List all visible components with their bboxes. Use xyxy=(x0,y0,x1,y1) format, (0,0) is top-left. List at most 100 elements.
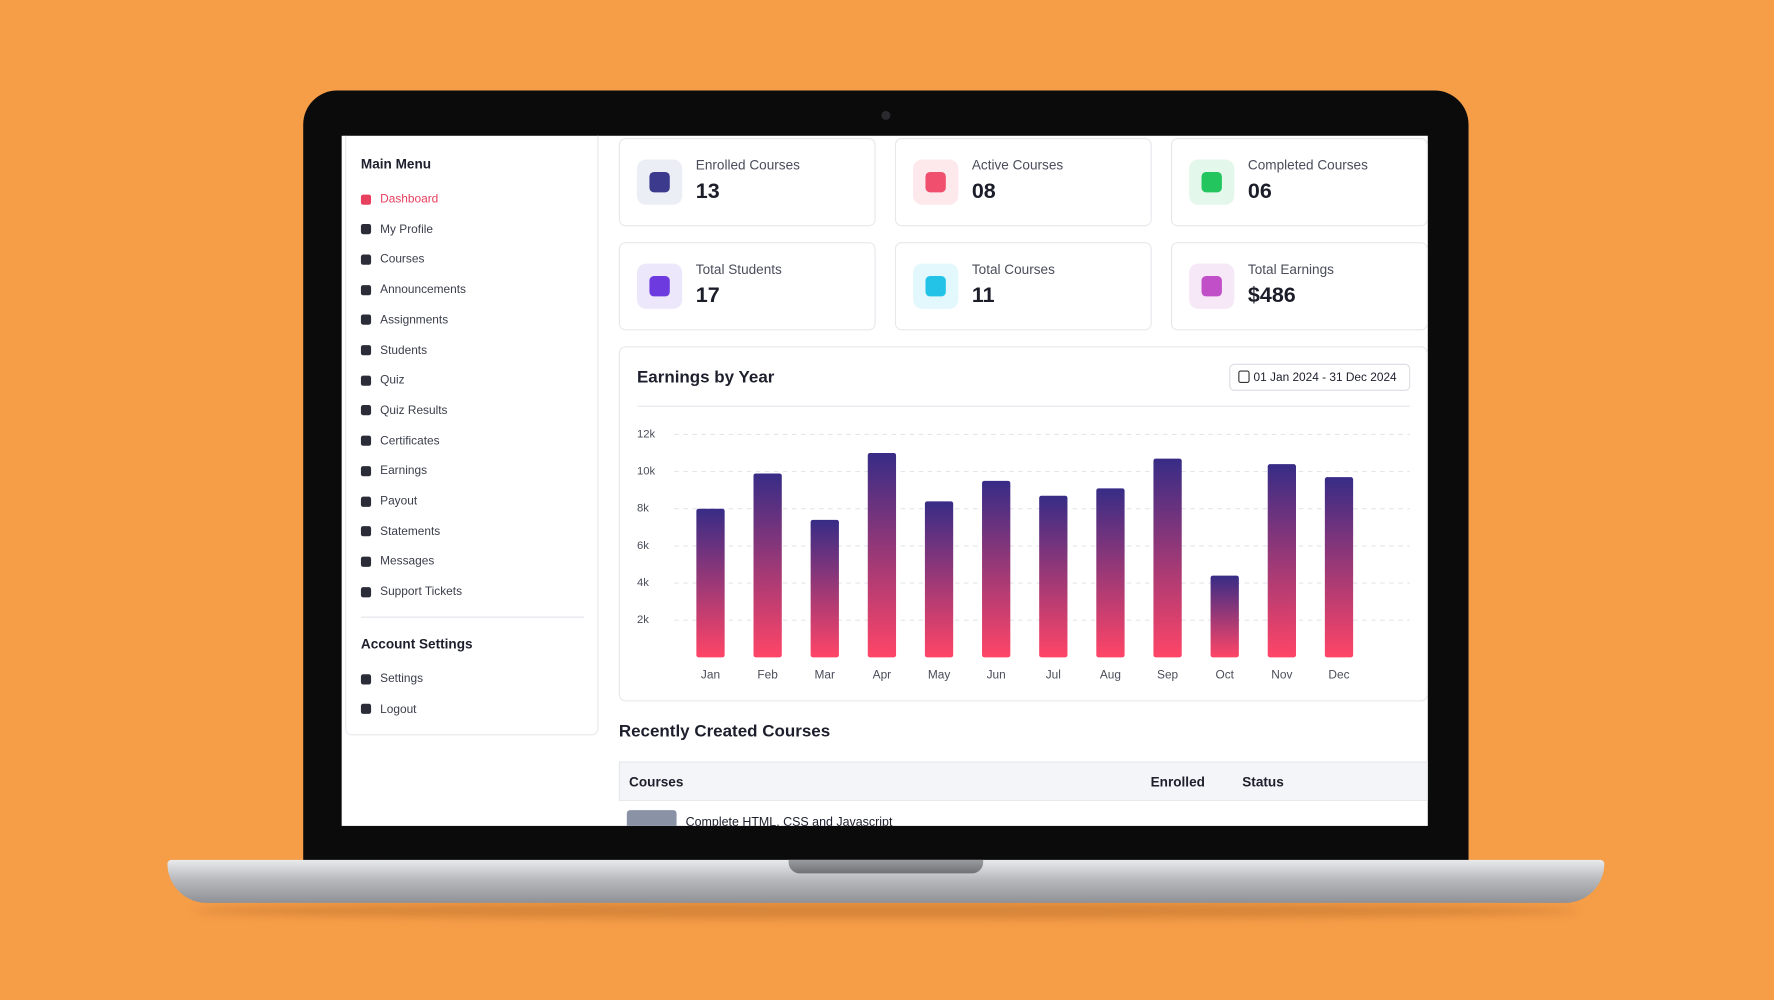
menu-item[interactable]: Dashboard xyxy=(360,190,439,208)
menu-label: Dashboard xyxy=(380,192,439,206)
stat-card: Enrolled Courses 13 xyxy=(618,138,876,227)
menu-icon xyxy=(360,375,372,386)
stat-value: 11 xyxy=(971,283,995,308)
table-header: Courses Enrolled Status xyxy=(618,761,1428,802)
menu-icon xyxy=(360,224,372,235)
menu-icon xyxy=(360,194,372,205)
menu-title: Account Settings xyxy=(360,635,473,652)
menu-label: Logout xyxy=(380,702,417,716)
menu-item[interactable]: Settings xyxy=(360,670,424,688)
menu-item[interactable]: Logout xyxy=(360,700,417,718)
menu-icon xyxy=(360,284,372,295)
chart-title: Earnings by Year xyxy=(637,367,775,386)
menu-item[interactable]: Students xyxy=(360,341,428,359)
x-tick-label: Mar xyxy=(815,668,835,682)
menu-icon xyxy=(360,673,372,684)
bar xyxy=(1039,495,1068,658)
stat-card: Total Courses 11 xyxy=(894,242,1152,331)
bar xyxy=(1324,477,1354,658)
table-row[interactable]: Complete HTML, CSS and Javascript xyxy=(626,810,892,826)
menu-icon xyxy=(360,556,372,567)
bar xyxy=(982,480,1011,658)
x-tick-label: Feb xyxy=(757,668,778,682)
stat-label: Total Earnings xyxy=(1247,261,1334,278)
menu-item[interactable]: My Profile xyxy=(360,220,433,238)
column-header: Courses xyxy=(629,773,684,790)
menu-item[interactable]: Statements xyxy=(360,522,441,540)
stat-label: Total Courses xyxy=(971,261,1055,278)
menu-label: Students xyxy=(380,343,428,357)
date-range-button[interactable] xyxy=(1229,363,1411,391)
stat-icon xyxy=(913,159,959,205)
x-tick-label: Jan xyxy=(701,668,720,682)
laptop-notch xyxy=(788,859,984,874)
menu-item[interactable]: Courses xyxy=(360,250,425,268)
column-header: Enrolled xyxy=(1150,773,1205,790)
course-thumbnail xyxy=(626,810,677,826)
stat-icon xyxy=(913,263,959,309)
bar xyxy=(924,501,954,658)
chart-card: Earnings by Year 01 Jan 2024 - 31 Dec 20… xyxy=(618,346,1428,702)
x-tick-label: Aug xyxy=(1100,668,1121,682)
menu-label: Support Tickets xyxy=(380,585,463,599)
menu-label: Payout xyxy=(380,494,418,508)
bar xyxy=(1267,464,1296,658)
menu-item[interactable]: Messages xyxy=(360,553,434,571)
stat-label: Enrolled Courses xyxy=(695,157,800,174)
menu-item[interactable]: Certificates xyxy=(360,432,440,450)
bar xyxy=(1210,575,1239,658)
menu-icon xyxy=(360,465,372,477)
menu-item[interactable]: Assignments xyxy=(360,311,449,329)
stat-value: $486 xyxy=(1247,283,1296,308)
menu-icon xyxy=(360,586,372,597)
bar xyxy=(1096,488,1125,658)
stat-label: Active Courses xyxy=(971,157,1064,174)
menu-label: Courses xyxy=(380,252,425,267)
date-range: 01 Jan 2024 - 31 Dec 2024 xyxy=(1254,370,1397,384)
stat-icon xyxy=(636,159,683,205)
menu-item[interactable]: Payout xyxy=(360,492,418,510)
menu-icon xyxy=(360,314,372,326)
y-tick-label: 10k xyxy=(637,466,656,478)
menu-item[interactable]: Quiz xyxy=(360,371,405,389)
x-tick-label: Nov xyxy=(1271,668,1292,682)
sidebar: Main Menu Dashboard My Profile Courses Anno… xyxy=(345,135,599,736)
menu-title: Main Menu xyxy=(360,156,432,172)
menu-label: Assignments xyxy=(380,313,449,327)
column-header: Status xyxy=(1242,773,1284,790)
stat-icon xyxy=(1189,159,1235,205)
bar xyxy=(696,508,725,658)
stat-card: Completed Courses 06 xyxy=(1170,138,1428,227)
menu-icon xyxy=(360,526,372,537)
x-tick-label: Sep xyxy=(1157,668,1179,682)
stat-icon xyxy=(1189,263,1235,309)
calendar-icon xyxy=(1238,370,1250,383)
divider xyxy=(360,616,584,618)
menu-icon xyxy=(360,345,372,356)
menu-label: Settings xyxy=(380,672,424,686)
stat-card: Total Earnings $486 xyxy=(1170,242,1428,331)
menu-label: Earnings xyxy=(380,464,428,478)
bar xyxy=(753,473,782,658)
menu-label: Quiz xyxy=(380,373,405,388)
section-title: Recently Created Courses xyxy=(618,721,831,742)
x-tick-label: Apr xyxy=(873,668,892,682)
menu-icon xyxy=(360,496,372,507)
menu-icon xyxy=(360,254,372,265)
y-tick-label: 4k xyxy=(637,577,649,589)
menu-label: Statements xyxy=(380,524,441,539)
stat-icon xyxy=(636,263,683,309)
y-tick-label: 6k xyxy=(637,540,649,552)
x-tick-label: Dec xyxy=(1328,668,1349,682)
x-tick-label: Jun xyxy=(987,668,1006,682)
y-tick-label: 2k xyxy=(637,614,649,626)
menu-item[interactable]: Support Tickets xyxy=(360,583,463,601)
menu-item[interactable]: Earnings xyxy=(360,462,428,480)
menu-label: Announcements xyxy=(380,282,467,297)
menu-item[interactable]: Announcements xyxy=(360,281,467,299)
x-tick-label: Oct xyxy=(1215,668,1234,682)
menu-item[interactable]: Quiz Results xyxy=(360,402,447,420)
stat-value: 17 xyxy=(695,283,720,308)
menu-label: My Profile xyxy=(380,222,433,237)
